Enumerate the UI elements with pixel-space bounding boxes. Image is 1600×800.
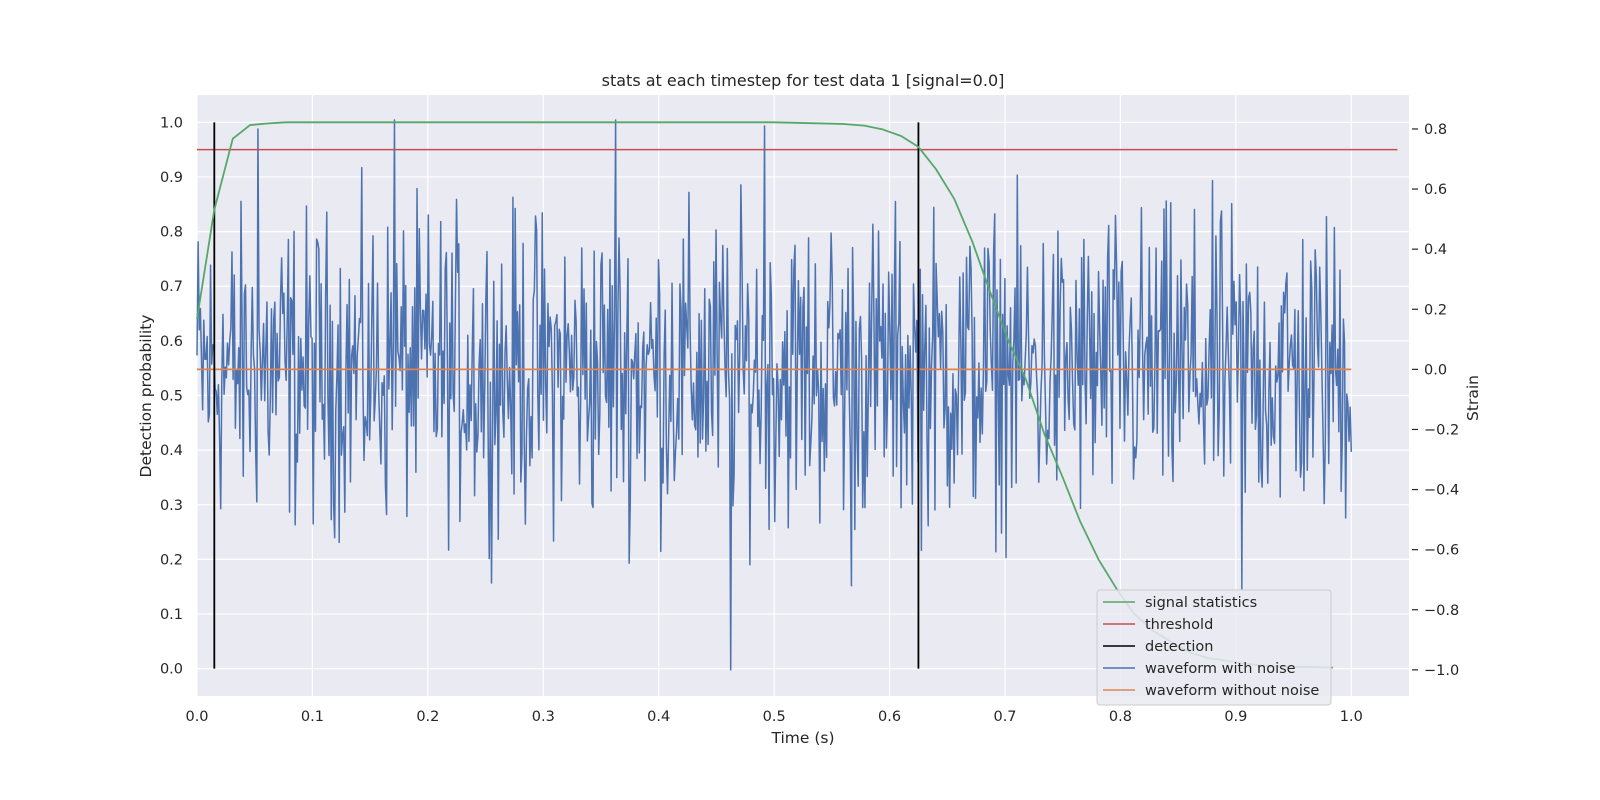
y-tick-label: 0.5 [160, 389, 183, 405]
x-tick-label: 0.0 [185, 709, 208, 725]
legend-box [1096, 589, 1332, 706]
x-tick-label: 0.5 [763, 709, 786, 725]
y-tick-label: 0.9 [160, 170, 183, 186]
legend: signal statistics threshold detection wa… [1096, 589, 1332, 706]
y-tick-label: 0.0 [160, 662, 183, 678]
legend-label-waveform-with-noise: waveform with noise [1145, 661, 1296, 677]
legend-label-waveform-without-noise: waveform without noise [1145, 683, 1319, 699]
y-tick-label: 0.7 [160, 279, 183, 295]
x-tick-label: 0.3 [532, 709, 555, 725]
y2-tick-label: 0.4 [1424, 242, 1447, 258]
y-tick-label: 0.3 [160, 498, 183, 514]
y2-tick-label: 0.0 [1424, 362, 1447, 378]
legend-label-threshold: threshold [1145, 617, 1213, 633]
ticks: 0.0 0.1 0.2 0.3 0.4 0.5 0.6 0.7 0.8 0.9 1.0 0.0 0.1 0… [160, 115, 1459, 725]
y2-tick-label: −1.0 [1424, 663, 1459, 679]
y-tick-label: 0.8 [160, 225, 183, 241]
y2-tick-label: −0.6 [1424, 543, 1459, 559]
y2-tick-label: −0.8 [1424, 603, 1459, 619]
x-tick-label: 0.4 [647, 709, 670, 725]
x-axis-label: Time (s) [770, 729, 834, 747]
y2-tick-label: −0.4 [1424, 483, 1459, 499]
series-waveform-with-noise [196, 119, 1353, 671]
x-tick-label: 1.0 [1340, 709, 1363, 725]
x-tick-label: 0.1 [301, 709, 324, 725]
y-tick-label: 0.1 [160, 607, 183, 623]
chart-title: stats at each timestep for test data 1 [… [602, 71, 1005, 90]
legend-label-signal-statistics: signal statistics [1145, 595, 1257, 611]
y-tick-label: 0.4 [160, 443, 183, 459]
x-tick-label: 0.8 [1109, 709, 1132, 725]
y-axis-label: Detection probability [137, 315, 155, 478]
x-tick-label: 0.7 [993, 709, 1016, 725]
x-tick-label: 0.9 [1224, 709, 1247, 725]
legend-label-detection: detection [1145, 639, 1213, 655]
x-tick-label: 0.2 [416, 709, 439, 725]
x-tick-label: 0.6 [878, 709, 901, 725]
y2-tick-label: 0.8 [1424, 122, 1447, 138]
y-tick-label: 0.2 [160, 552, 183, 568]
y-tick-label: 1.0 [160, 115, 183, 131]
y2-tick-label: 0.2 [1424, 302, 1447, 318]
y2-tick-label: 0.6 [1424, 182, 1447, 198]
y2-axis-label: Strain [1464, 375, 1482, 421]
y2-tick-label: −0.2 [1424, 422, 1459, 438]
y-tick-label: 0.6 [160, 334, 183, 350]
